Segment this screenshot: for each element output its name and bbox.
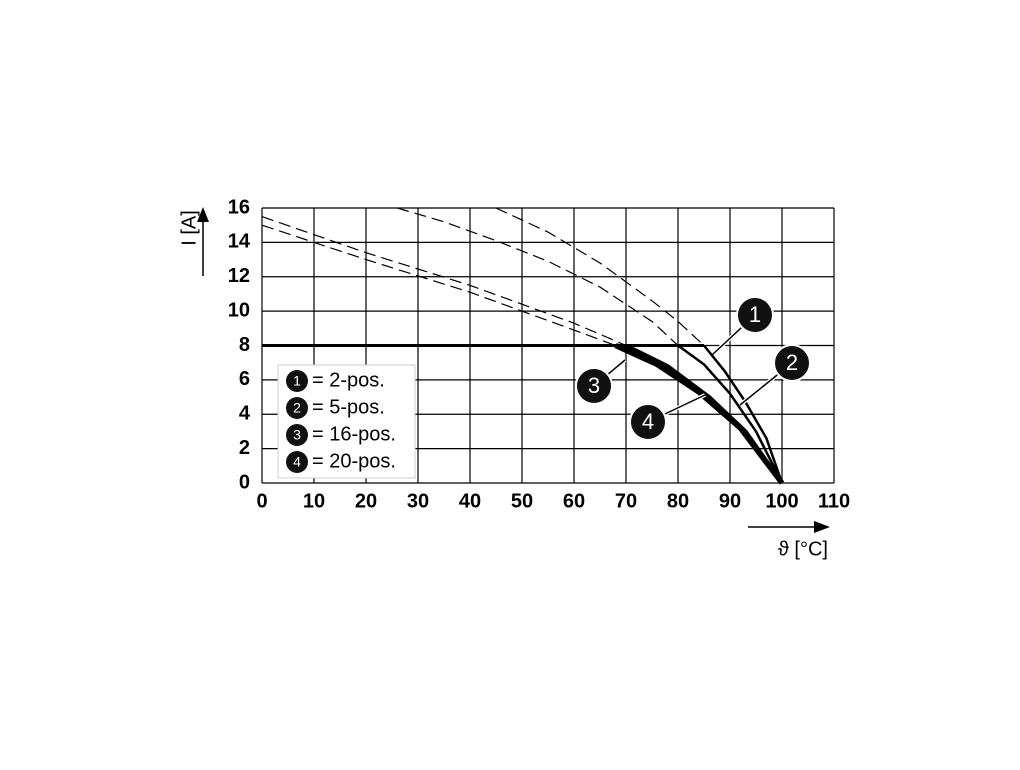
curve-dashed bbox=[261, 224, 616, 347]
y-tick-label: 10 bbox=[228, 299, 250, 321]
y-tick-label: 0 bbox=[239, 471, 250, 493]
y-tick-label: 12 bbox=[228, 265, 250, 287]
y-tick-label: 4 bbox=[239, 403, 251, 425]
x-tick-label: 60 bbox=[563, 490, 585, 512]
legend-label: = 5-pos. bbox=[312, 396, 385, 418]
x-tick-label: 20 bbox=[355, 490, 377, 512]
x-tick-label: 90 bbox=[719, 490, 741, 512]
y-tick-label: 14 bbox=[228, 231, 251, 253]
x-tick-label: 100 bbox=[765, 490, 798, 512]
legend-marker bbox=[286, 424, 308, 446]
x-tick-label: 40 bbox=[459, 490, 481, 512]
x-arrow-head bbox=[814, 521, 830, 533]
y-tick-label: 6 bbox=[239, 368, 250, 390]
curve-dashed bbox=[397, 207, 679, 346]
y-axis-label: I [A] bbox=[178, 210, 200, 246]
legend-number: 2 bbox=[293, 400, 301, 416]
legend-number: 4 bbox=[293, 454, 301, 470]
legend-marker bbox=[286, 397, 308, 419]
callout-label: 1 bbox=[749, 302, 761, 327]
legend-label: = 16-pos. bbox=[312, 423, 396, 445]
callout-label: 4 bbox=[642, 409, 654, 434]
callout-circle bbox=[773, 344, 811, 382]
y-tick-label: 16 bbox=[228, 196, 250, 218]
legend-number: 1 bbox=[293, 373, 301, 389]
curve bbox=[677, 344, 784, 484]
y-tick-label: 2 bbox=[239, 437, 250, 459]
x-axis-label: ϑ [°C] bbox=[778, 538, 828, 560]
curve-dashed bbox=[261, 216, 627, 347]
x-tick-label: 70 bbox=[615, 490, 637, 512]
legend-marker bbox=[286, 370, 308, 392]
x-tick-label: 30 bbox=[407, 490, 429, 512]
y-arrow-head bbox=[197, 207, 209, 222]
callout-label: 2 bbox=[786, 350, 798, 375]
legend-marker bbox=[286, 451, 308, 473]
callout-circle bbox=[575, 367, 613, 405]
legend-number: 3 bbox=[293, 427, 301, 443]
x-tick-label: 50 bbox=[511, 490, 533, 512]
callout-label: 3 bbox=[588, 373, 600, 398]
curve-dashed bbox=[495, 207, 705, 346]
callout-circle bbox=[736, 296, 774, 334]
x-tick-label: 0 bbox=[256, 490, 267, 512]
legend-label: = 20-pos. bbox=[312, 450, 396, 472]
x-tick-label: 10 bbox=[303, 490, 325, 512]
curve bbox=[614, 342, 785, 485]
legend-label: = 2-pos. bbox=[312, 369, 385, 391]
x-tick-label: 110 bbox=[818, 490, 850, 512]
callout-circle bbox=[629, 403, 667, 441]
y-tick-label: 8 bbox=[239, 334, 250, 356]
x-tick-label: 80 bbox=[667, 490, 689, 512]
